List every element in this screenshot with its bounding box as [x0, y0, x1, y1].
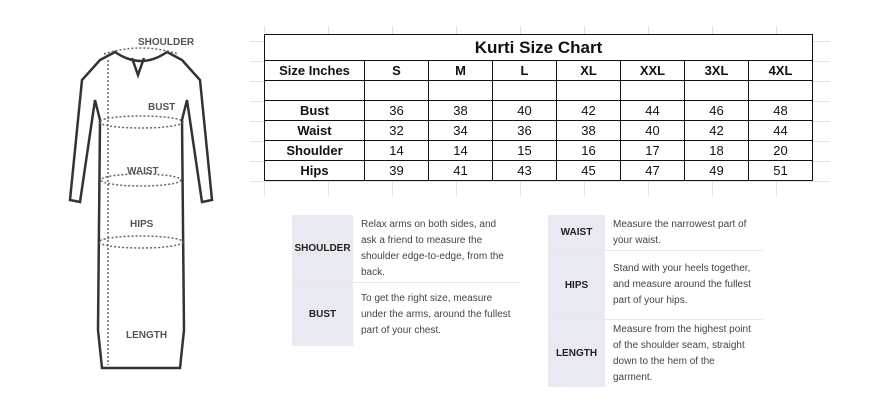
- row-label: Bust: [264, 100, 365, 121]
- header-cell: S: [364, 60, 429, 81]
- kurti-measurement-illustration: SHOULDER BUST WAIST HIPS LENGTH: [68, 37, 214, 370]
- size-value: 45: [556, 160, 621, 181]
- size-value: 40: [620, 120, 685, 141]
- header-cell: XL: [556, 60, 621, 81]
- header-cell: XXL: [620, 60, 685, 81]
- bust-label: BUST: [148, 102, 175, 113]
- size-value: 36: [364, 100, 429, 121]
- guide-row: BUST To get the right size, measure under…: [292, 282, 520, 346]
- hips-label: HIPS: [130, 219, 154, 230]
- guide-text: Relax arms on both sides, and ask a frie…: [361, 218, 504, 278]
- header-cell: M: [428, 60, 493, 81]
- size-value: 15: [492, 140, 557, 161]
- size-value: 49: [684, 160, 749, 181]
- row-label: Shoulder: [264, 140, 365, 161]
- size-value: 38: [428, 100, 493, 121]
- guide-label: LENGTH: [548, 320, 605, 387]
- size-value: 48: [748, 100, 813, 121]
- table-header-row: Size Inches S M L XL XXL 3XL 4XL: [264, 60, 813, 81]
- size-value: 51: [748, 160, 813, 181]
- guide-text: Measure from the highest point of the sh…: [613, 323, 751, 383]
- size-value: 47: [620, 160, 685, 181]
- size-value: 32: [364, 120, 429, 141]
- size-value: 18: [684, 140, 749, 161]
- size-value: 36: [492, 120, 557, 141]
- table-row: Hips 39 41 43 45 47 49 51: [264, 160, 813, 181]
- size-value: 14: [428, 140, 493, 161]
- guide-text: To get the right size, measure under the…: [361, 292, 511, 336]
- table-row: Waist 32 34 36 38 40 42 44: [264, 120, 813, 141]
- guide-row: HIPS Stand with your heels together, and …: [548, 250, 763, 319]
- size-value: 34: [428, 120, 493, 141]
- header-cell: L: [492, 60, 557, 81]
- size-value: 44: [748, 120, 813, 141]
- kurti-outline: [68, 50, 214, 370]
- header-cell: 4XL: [748, 60, 813, 81]
- guide-label: WAIST: [548, 215, 605, 250]
- guide-text: Measure the narrowest part of your waist…: [613, 218, 747, 246]
- table-row: Shoulder 14 14 15 16 17 18 20: [264, 140, 813, 161]
- size-value: 42: [556, 100, 621, 121]
- size-value: 20: [748, 140, 813, 161]
- guide-row: SHOULDER Relax arms on both sides, and as…: [292, 215, 520, 282]
- size-value: 14: [364, 140, 429, 161]
- guide-label: SHOULDER: [292, 215, 353, 282]
- guide-label: BUST: [292, 283, 353, 346]
- size-chart-table: Kurti Size Chart Size Inches S M L XL XX…: [264, 34, 813, 181]
- size-value: 41: [428, 160, 493, 181]
- waist-label: WAIST: [127, 166, 159, 177]
- guide-text: Stand with your heels together, and meas…: [613, 263, 751, 306]
- size-value: 17: [620, 140, 685, 161]
- shoulder-label: SHOULDER: [138, 37, 195, 48]
- guide-row: WAIST Measure the narrowest part of your …: [548, 215, 763, 250]
- row-label: Waist: [264, 120, 365, 141]
- row-label: Hips: [264, 160, 365, 181]
- header-cell: 3XL: [684, 60, 749, 81]
- size-value: 16: [556, 140, 621, 161]
- size-value: 38: [556, 120, 621, 141]
- size-value: 39: [364, 160, 429, 181]
- size-value: 44: [620, 100, 685, 121]
- table-title: Kurti Size Chart: [264, 34, 813, 61]
- measure-guide-left: SHOULDER Relax arms on both sides, and as…: [292, 215, 520, 346]
- size-value: 42: [684, 120, 749, 141]
- guide-row: LENGTH Measure from the highest point of …: [548, 319, 763, 387]
- length-label: LENGTH: [126, 330, 167, 341]
- size-value: 46: [684, 100, 749, 121]
- guide-label: HIPS: [548, 251, 605, 319]
- empty-row: [264, 80, 813, 101]
- header-cell: Size Inches: [264, 60, 365, 81]
- measure-lines: [98, 47, 184, 365]
- size-value: 43: [492, 160, 557, 181]
- measure-guide-right: WAIST Measure the narrowest part of your …: [548, 215, 763, 387]
- table-row: Bust 36 38 40 42 44 46 48: [264, 100, 813, 121]
- size-value: 40: [492, 100, 557, 121]
